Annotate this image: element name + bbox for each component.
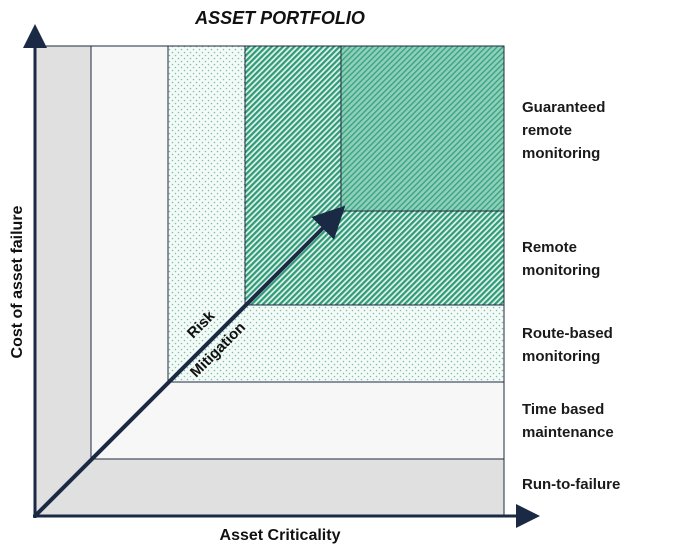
tier-label-remote-monitoring: Remote monitoring [522, 239, 601, 279]
y-axis-label: Cost of asset failure [9, 205, 26, 359]
tier-label-time-based-maintenance: Time based maintenance [522, 401, 614, 441]
tier-label-route-based-monitoring: Route-based monitoring [522, 325, 613, 365]
x-axis-label: Asset Criticality [219, 527, 341, 544]
tier-label-guaranteed-remote-monitoring: Guaranteed remote monitoring [522, 99, 606, 162]
diagram-title: ASSET PORTFOLIO [195, 8, 365, 28]
region-guaranteed-remote-monitoring [340, 45, 505, 212]
risk-mitigation-arrow [34, 205, 346, 517]
tier-label-run-to-failure: Run-to-failure [522, 476, 621, 493]
